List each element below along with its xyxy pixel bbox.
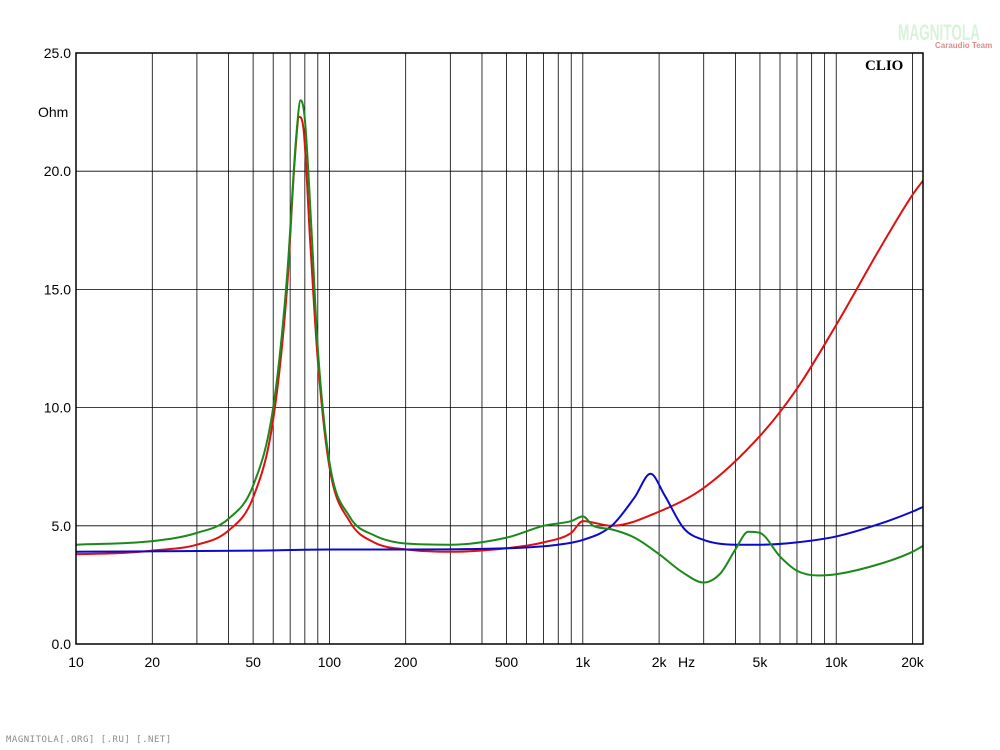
series-line-3: [75, 99, 924, 584]
series-line-1: [75, 115, 924, 556]
series-layer: [75, 99, 924, 584]
x-tick-label: 10k: [825, 654, 849, 670]
y-tick-labels: 0.0 5.0 10.0 15.0 20.0 25.0: [44, 45, 71, 652]
series-line-2: [75, 472, 924, 553]
x-tick-label: 500: [495, 654, 519, 670]
y-tick-label: 5.0: [52, 518, 72, 534]
x-tick-label: 20k: [901, 654, 925, 670]
x-axis-unit: Hz: [678, 654, 695, 670]
x-tick-label: 10: [68, 654, 84, 670]
y-tick-label: 25.0: [44, 45, 71, 61]
x-tick-label: 2k: [652, 654, 668, 670]
x-tick-label: 100: [318, 654, 342, 670]
logo-main-text: MAGNITOLA: [898, 20, 980, 45]
plot-background: [76, 53, 923, 644]
x-tick-label: 200: [394, 654, 418, 670]
logo-sub-text: Caraudio Team: [935, 41, 992, 50]
y-tick-label: 20.0: [44, 163, 71, 179]
x-tick-labels: 10 20 50 100 200 500 1k 2k 5k 10k 20k: [68, 654, 925, 670]
y-tick-label: 10.0: [44, 400, 71, 416]
clio-label: CLIO: [865, 58, 903, 74]
y-tick-label: 15.0: [44, 281, 71, 297]
x-tick-label: 5k: [753, 654, 769, 670]
x-tick-label: 20: [144, 654, 160, 670]
x-tick-label: 50: [245, 654, 261, 670]
magnitola-logo: MAGNITOLA Caraudio Team: [898, 20, 992, 50]
y-tick-label: 0.0: [52, 636, 72, 652]
y-axis-unit: Ohm: [38, 104, 68, 120]
x-tick-label: 1k: [575, 654, 591, 670]
plot-frame: [75, 52, 924, 645]
footer-text: MAGNITOLA[.ORG] [.RU] [.NET]: [6, 735, 172, 745]
